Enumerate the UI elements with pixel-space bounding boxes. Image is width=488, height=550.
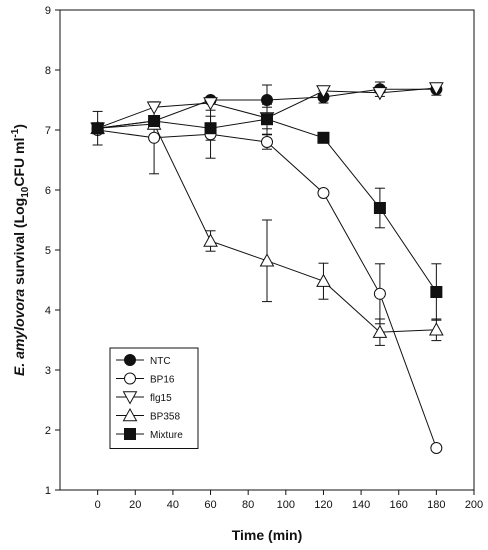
x-tick-label: 160 bbox=[390, 499, 408, 511]
data-point-mixture bbox=[204, 122, 217, 135]
data-point-bp358 bbox=[203, 233, 218, 247]
y-axis-title-species: E. amylovora bbox=[11, 289, 27, 376]
data-point-mixture bbox=[91, 122, 104, 135]
data-point-mixture bbox=[317, 131, 330, 144]
data-point-flg15 bbox=[316, 85, 331, 99]
data-point-flg15 bbox=[429, 82, 444, 96]
legend: NTC BP16 flg15 BP358 Mixture bbox=[109, 347, 199, 449]
data-point-bp16 bbox=[317, 187, 330, 199]
data-point-bp358 bbox=[259, 253, 275, 267]
y-tick-label: 5 bbox=[45, 245, 51, 257]
data-point-bp16 bbox=[261, 136, 273, 148]
legend-label-bp16: BP16 bbox=[150, 375, 175, 386]
data-point-bp358 bbox=[316, 273, 331, 287]
x-tick-label: 200 bbox=[465, 499, 483, 511]
x-tick-label: 180 bbox=[427, 499, 445, 511]
legend-label-mixture: Mixture bbox=[150, 430, 183, 441]
y-axis-title-close: ) bbox=[11, 124, 27, 129]
x-tick-label: 40 bbox=[167, 499, 179, 511]
y-tick-label: 3 bbox=[45, 365, 51, 377]
y-tick-label: 9 bbox=[45, 5, 51, 17]
y-tick-label: 7 bbox=[45, 125, 51, 137]
data-point-ntc bbox=[261, 94, 273, 106]
data-point-bp16 bbox=[373, 287, 386, 300]
legend-marker-bp16 bbox=[124, 372, 136, 385]
legend-label-bp358: BP358 bbox=[150, 412, 180, 423]
data-point-flg15 bbox=[372, 87, 388, 101]
legend-marker-ntc bbox=[124, 354, 136, 366]
x-tick-label: 80 bbox=[242, 499, 254, 511]
data-point-bp358 bbox=[429, 322, 444, 336]
x-tick-label: 20 bbox=[129, 499, 141, 511]
y-axis-title-sup: -1 bbox=[10, 128, 21, 137]
legend-label-ntc: NTC bbox=[150, 356, 171, 367]
data-point-mixture bbox=[261, 113, 273, 126]
x-tick-label: 60 bbox=[204, 499, 216, 511]
y-tick-label: 4 bbox=[45, 305, 51, 317]
data-point-mixture bbox=[148, 115, 161, 127]
axes: 0 20 40 60 80 100 120 140 160 180 200 1 2 3 4 5 6 7 8 9 bbox=[45, 5, 483, 511]
y-axis-title: E. amylovora survival (Log10CFU ml-1) bbox=[10, 124, 31, 376]
x-tick-label: 120 bbox=[314, 499, 332, 511]
x-tick-label: 140 bbox=[352, 499, 370, 511]
y-tick-label: 6 bbox=[45, 185, 51, 197]
legend-marker-mixture bbox=[124, 428, 136, 440]
x-tick-label: 100 bbox=[277, 499, 295, 511]
data-point-mixture bbox=[373, 202, 386, 214]
data-point-flg15 bbox=[146, 101, 162, 115]
y-axis-title-unit: CFU ml bbox=[11, 138, 27, 187]
data-point-bp16 bbox=[430, 442, 443, 454]
data-point-mixture bbox=[430, 286, 443, 298]
y-axis-title-sub: 10 bbox=[20, 186, 31, 198]
x-axis-title: Time (min) bbox=[232, 527, 303, 543]
data-point-bp358 bbox=[372, 324, 388, 338]
legend-marker-bp358 bbox=[122, 407, 138, 422]
x-tick-label: 0 bbox=[95, 499, 101, 511]
legend-label-flg15: flg15 bbox=[150, 393, 172, 404]
y-tick-label: 2 bbox=[45, 425, 51, 437]
plot-area bbox=[90, 81, 444, 454]
y-axis-title-word: survival (Log bbox=[11, 198, 27, 289]
y-tick-label: 1 bbox=[45, 485, 51, 497]
legend-marker-flg15 bbox=[122, 391, 138, 405]
data-point-bp16 bbox=[148, 131, 161, 144]
data-point-flg15 bbox=[203, 97, 218, 111]
y-tick-label: 8 bbox=[45, 65, 51, 77]
